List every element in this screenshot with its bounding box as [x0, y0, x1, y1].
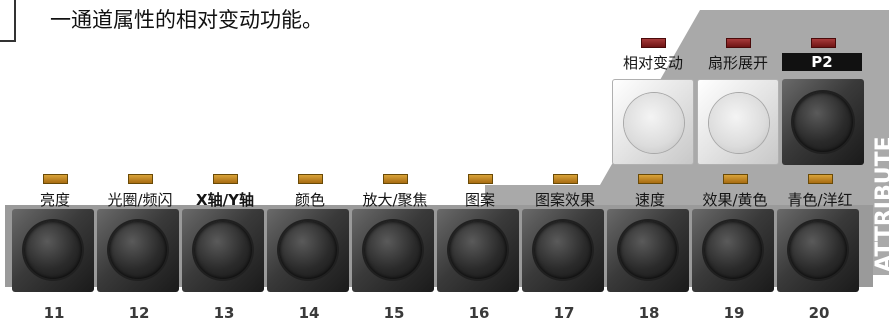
iris-strobe-button[interactable]: [97, 209, 179, 292]
led-indicator: [638, 174, 663, 184]
button-label: 效果/黄色: [702, 191, 768, 209]
led-indicator: [43, 174, 68, 184]
gobo-effect-button[interactable]: [522, 209, 604, 292]
button-cap: [449, 221, 507, 279]
color-button[interactable]: [267, 209, 349, 292]
cyan-magenta-button[interactable]: [777, 209, 859, 292]
xy-axis-button[interactable]: [182, 209, 264, 292]
fan-spread-button[interactable]: [697, 79, 779, 165]
effect-yellow-button[interactable]: [692, 209, 774, 292]
button-cap: [364, 221, 422, 279]
button-label: 亮度: [39, 191, 70, 209]
led-indicator: [808, 174, 833, 184]
attribute-side-label: ATTRIBUTE: [872, 136, 889, 272]
led-indicator: [298, 174, 323, 184]
led-indicator: [723, 174, 748, 184]
brightness-button[interactable]: [12, 209, 94, 292]
button-label: 颜色: [294, 191, 325, 209]
led-indicator: [383, 174, 408, 184]
button-cap: [789, 221, 847, 279]
button-number: 18: [638, 304, 660, 322]
button-number: 11: [43, 304, 65, 322]
button-label-p2: P2: [782, 53, 862, 71]
button-cap: [624, 93, 684, 153]
led-indicator: [726, 38, 751, 48]
speed-button[interactable]: [607, 209, 689, 292]
button-label: 青色/洋红: [787, 191, 853, 209]
led-indicator: [213, 174, 238, 184]
button-label: 速度: [634, 191, 665, 209]
zoom-focus-button[interactable]: [352, 209, 434, 292]
button-cap: [194, 221, 252, 279]
led-indicator: [811, 38, 836, 48]
gobo-button[interactable]: [437, 209, 519, 292]
button-label: X轴/Y轴: [196, 191, 254, 209]
button-cap: [704, 221, 762, 279]
button-label: 图案: [464, 191, 495, 209]
button-cap: [619, 221, 677, 279]
button-label: 放大/聚焦: [362, 191, 428, 209]
button-number: 20: [808, 304, 830, 322]
led-indicator: [128, 174, 153, 184]
button-cap: [279, 221, 337, 279]
led-indicator: [641, 38, 666, 48]
button-number: 14: [298, 304, 320, 322]
relative-change-button[interactable]: [612, 79, 694, 165]
corner-bracket: [0, 0, 16, 42]
button-cap: [793, 92, 853, 152]
button-label: 光圈/频闪: [107, 191, 173, 209]
button-label-fan: 扇形展开: [707, 54, 768, 72]
button-number: 15: [383, 304, 405, 322]
button-label-relative-change: 相对变动: [622, 54, 683, 72]
button-cap: [109, 221, 167, 279]
p2-button[interactable]: [782, 79, 864, 165]
button-cap: [24, 221, 82, 279]
button-number: 16: [468, 304, 490, 322]
button-number: 13: [213, 304, 235, 322]
button-cap: [709, 93, 769, 153]
button-number: 17: [553, 304, 575, 322]
led-indicator: [468, 174, 493, 184]
button-label: 图案效果: [534, 191, 595, 209]
intro-text: 一通道属性的相对变动功能。: [50, 8, 323, 32]
button-number: 12: [128, 304, 150, 322]
led-indicator: [553, 174, 578, 184]
button-number: 19: [723, 304, 745, 322]
button-cap: [534, 221, 592, 279]
